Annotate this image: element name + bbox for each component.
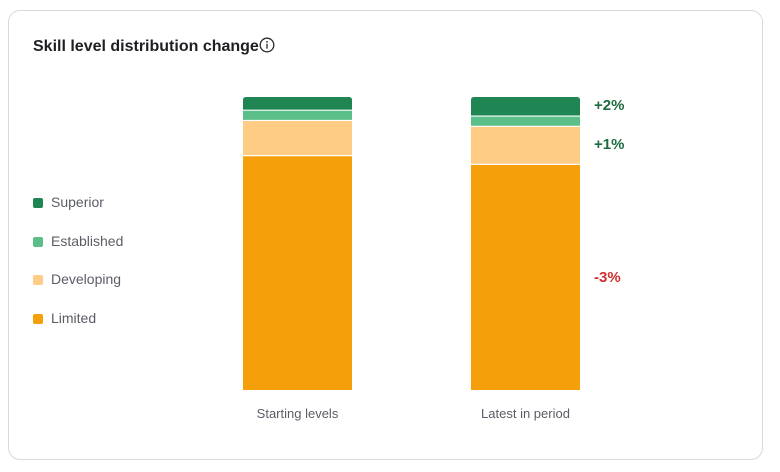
legend-swatch-established xyxy=(33,236,43,247)
change-label-superior: +2% xyxy=(594,97,624,114)
bar-segment-superior-starting-levels[interactable] xyxy=(243,97,352,111)
bar-segment-developing-latest-in-period[interactable] xyxy=(471,126,580,165)
bar-segment-developing-starting-levels[interactable] xyxy=(243,120,352,156)
bar-segment-limited-latest-in-period[interactable] xyxy=(471,164,580,390)
bar-segment-established-latest-in-period[interactable] xyxy=(471,116,580,127)
legend-label-established: Established xyxy=(51,232,124,249)
change-label-developing: +1% xyxy=(594,136,624,153)
info-icon[interactable] xyxy=(259,37,275,53)
legend-label-superior: Superior xyxy=(51,194,104,210)
chart-title: Skill level distribution change xyxy=(33,38,259,55)
x-axis-label-starting-levels: Starting levels xyxy=(257,406,339,421)
legend-swatch-developing xyxy=(33,275,43,285)
legend-swatch-limited xyxy=(33,313,43,324)
legend-swatch-superior xyxy=(33,198,43,208)
bar-segment-limited-starting-levels[interactable] xyxy=(243,155,352,390)
bar-segment-superior-latest-in-period[interactable] xyxy=(471,97,580,117)
x-axis-label-latest-in-period: Latest in period xyxy=(481,406,570,421)
bar-segment-established-starting-levels[interactable] xyxy=(243,110,352,121)
legend-label-developing: Developing xyxy=(51,271,122,287)
legend-label-limited: Limited xyxy=(51,309,97,326)
change-label-limited: -3% xyxy=(594,269,621,286)
chart-card xyxy=(8,10,763,460)
